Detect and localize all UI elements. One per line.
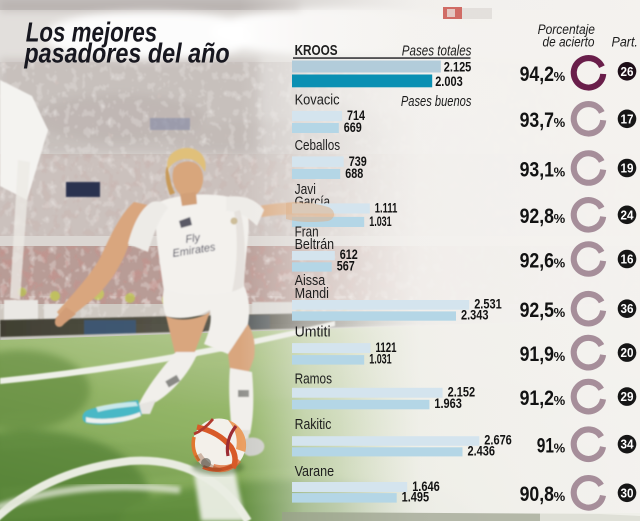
svg-text:714: 714 <box>347 108 365 124</box>
svg-text:30: 30 <box>621 486 634 500</box>
svg-text:1121: 1121 <box>376 340 397 356</box>
svg-text:92,6: 92,6 <box>520 249 554 272</box>
svg-text:1.963: 1.963 <box>434 396 462 412</box>
svg-text:Porcentaje: Porcentaje <box>538 22 595 37</box>
svg-text:2.531: 2.531 <box>474 297 502 313</box>
svg-text:1.111: 1.111 <box>375 200 398 216</box>
svg-text:Fran: Fran <box>295 224 319 240</box>
svg-text:Varane: Varane <box>295 464 335 480</box>
svg-text:29: 29 <box>621 390 634 404</box>
svg-text:%: % <box>554 115 566 130</box>
svg-text:26: 26 <box>621 65 634 79</box>
svg-text:17: 17 <box>621 112 634 126</box>
svg-text:91,2: 91,2 <box>520 387 554 410</box>
svg-text:1.031: 1.031 <box>369 214 392 230</box>
svg-text:Part.: Part. <box>612 35 638 50</box>
svg-text:%: % <box>554 255 566 270</box>
svg-text:16: 16 <box>621 253 634 267</box>
svg-text:2.003: 2.003 <box>435 74 463 90</box>
svg-text:pasadores del año: pasadores del año <box>24 37 230 68</box>
svg-text:1.646: 1.646 <box>412 479 440 495</box>
svg-text:Javi: Javi <box>295 182 316 198</box>
svg-text:93,1: 93,1 <box>520 158 555 181</box>
svg-text:Ramos: Ramos <box>295 372 332 388</box>
svg-text:Umtiti: Umtiti <box>295 325 331 341</box>
svg-text:92,8: 92,8 <box>520 205 555 228</box>
svg-text:1.031: 1.031 <box>369 352 392 368</box>
svg-text:93,7: 93,7 <box>520 109 554 132</box>
svg-text:Pases totales: Pases totales <box>402 44 472 60</box>
svg-text:%: % <box>554 349 566 364</box>
svg-text:36: 36 <box>621 302 634 316</box>
svg-text:20: 20 <box>621 346 634 360</box>
svg-text:567: 567 <box>337 259 355 275</box>
svg-text:Aissa: Aissa <box>295 273 326 289</box>
svg-text:%: % <box>554 69 566 84</box>
svg-text:688: 688 <box>345 166 363 182</box>
svg-text:%: % <box>554 393 566 408</box>
svg-text:Fly: Fly <box>185 232 203 246</box>
svg-text:2.343: 2.343 <box>461 308 489 324</box>
svg-text:Pases buenos: Pases buenos <box>401 94 472 110</box>
svg-text:%: % <box>554 164 566 179</box>
svg-text:92,5: 92,5 <box>520 299 555 322</box>
svg-text:Los mejores: Los mejores <box>26 16 157 47</box>
svg-text:%: % <box>554 441 566 456</box>
svg-text:%: % <box>554 305 566 320</box>
svg-text:KROOS: KROOS <box>295 42 338 59</box>
svg-text:Rakitic: Rakitic <box>295 417 332 433</box>
svg-text:2.436: 2.436 <box>468 443 496 459</box>
svg-text:612: 612 <box>340 247 358 263</box>
svg-text:2.676: 2.676 <box>484 433 512 449</box>
svg-text:669: 669 <box>344 120 362 136</box>
svg-text:Kovacic: Kovacic <box>295 93 340 109</box>
svg-text:Mandi: Mandi <box>295 286 329 302</box>
svg-text:24: 24 <box>621 208 634 222</box>
svg-text:2.152: 2.152 <box>448 385 476 401</box>
svg-text:%: % <box>554 489 566 504</box>
svg-text:90,8: 90,8 <box>520 483 555 506</box>
svg-text:1.495: 1.495 <box>402 490 430 506</box>
svg-text:34: 34 <box>621 438 634 452</box>
svg-text:94,2: 94,2 <box>520 63 554 86</box>
svg-text:Ceballos: Ceballos <box>295 138 341 154</box>
svg-text:Beltrán: Beltrán <box>295 237 335 253</box>
svg-text:%: % <box>554 211 566 226</box>
svg-text:91,9: 91,9 <box>520 343 554 366</box>
svg-text:19: 19 <box>621 162 634 176</box>
svg-text:739: 739 <box>349 154 367 170</box>
svg-text:2.125: 2.125 <box>444 59 472 75</box>
svg-text:de acierto: de acierto <box>543 35 595 50</box>
svg-text:91: 91 <box>537 435 554 458</box>
